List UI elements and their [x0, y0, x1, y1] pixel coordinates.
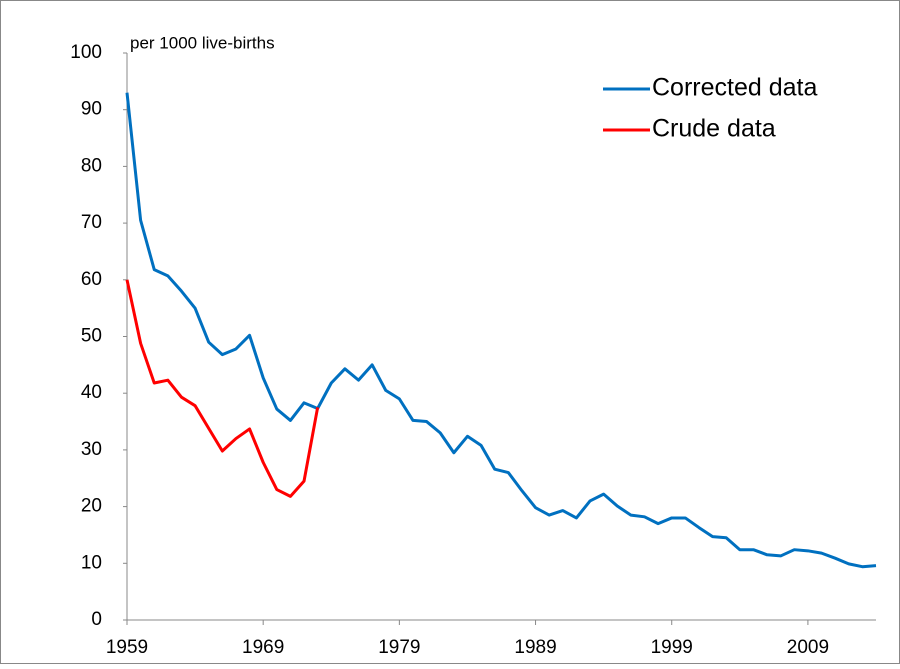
- y-tick-label: 60: [81, 269, 102, 290]
- y-tick-label: 10: [81, 552, 102, 573]
- x-tick-label: 1979: [378, 637, 420, 658]
- legend-label: Corrected data: [652, 74, 817, 102]
- y-tick-label: 70: [81, 212, 102, 233]
- x-tick-label: 1959: [106, 637, 148, 658]
- y-tick-label: 0: [91, 609, 102, 630]
- y-tick-label: 40: [81, 382, 102, 403]
- y-tick-label: 50: [81, 326, 102, 347]
- unit-label: per 1000 live-births: [130, 33, 275, 52]
- y-tick-label: 30: [81, 439, 102, 460]
- x-tick-label: 1989: [514, 637, 556, 658]
- line-series: [125, 92, 877, 569]
- y-tick-label: 20: [81, 496, 102, 517]
- x-tick-label: 2009: [787, 637, 829, 658]
- legend-label: Crude data: [652, 115, 776, 143]
- x-tick-label: 1969: [242, 637, 284, 658]
- x-tick-label: 1999: [651, 637, 693, 658]
- y-tick-label: 90: [81, 99, 102, 120]
- line-series: [125, 279, 320, 498]
- y-tick-label: 80: [81, 155, 102, 176]
- y-tick-label: 100: [70, 42, 102, 63]
